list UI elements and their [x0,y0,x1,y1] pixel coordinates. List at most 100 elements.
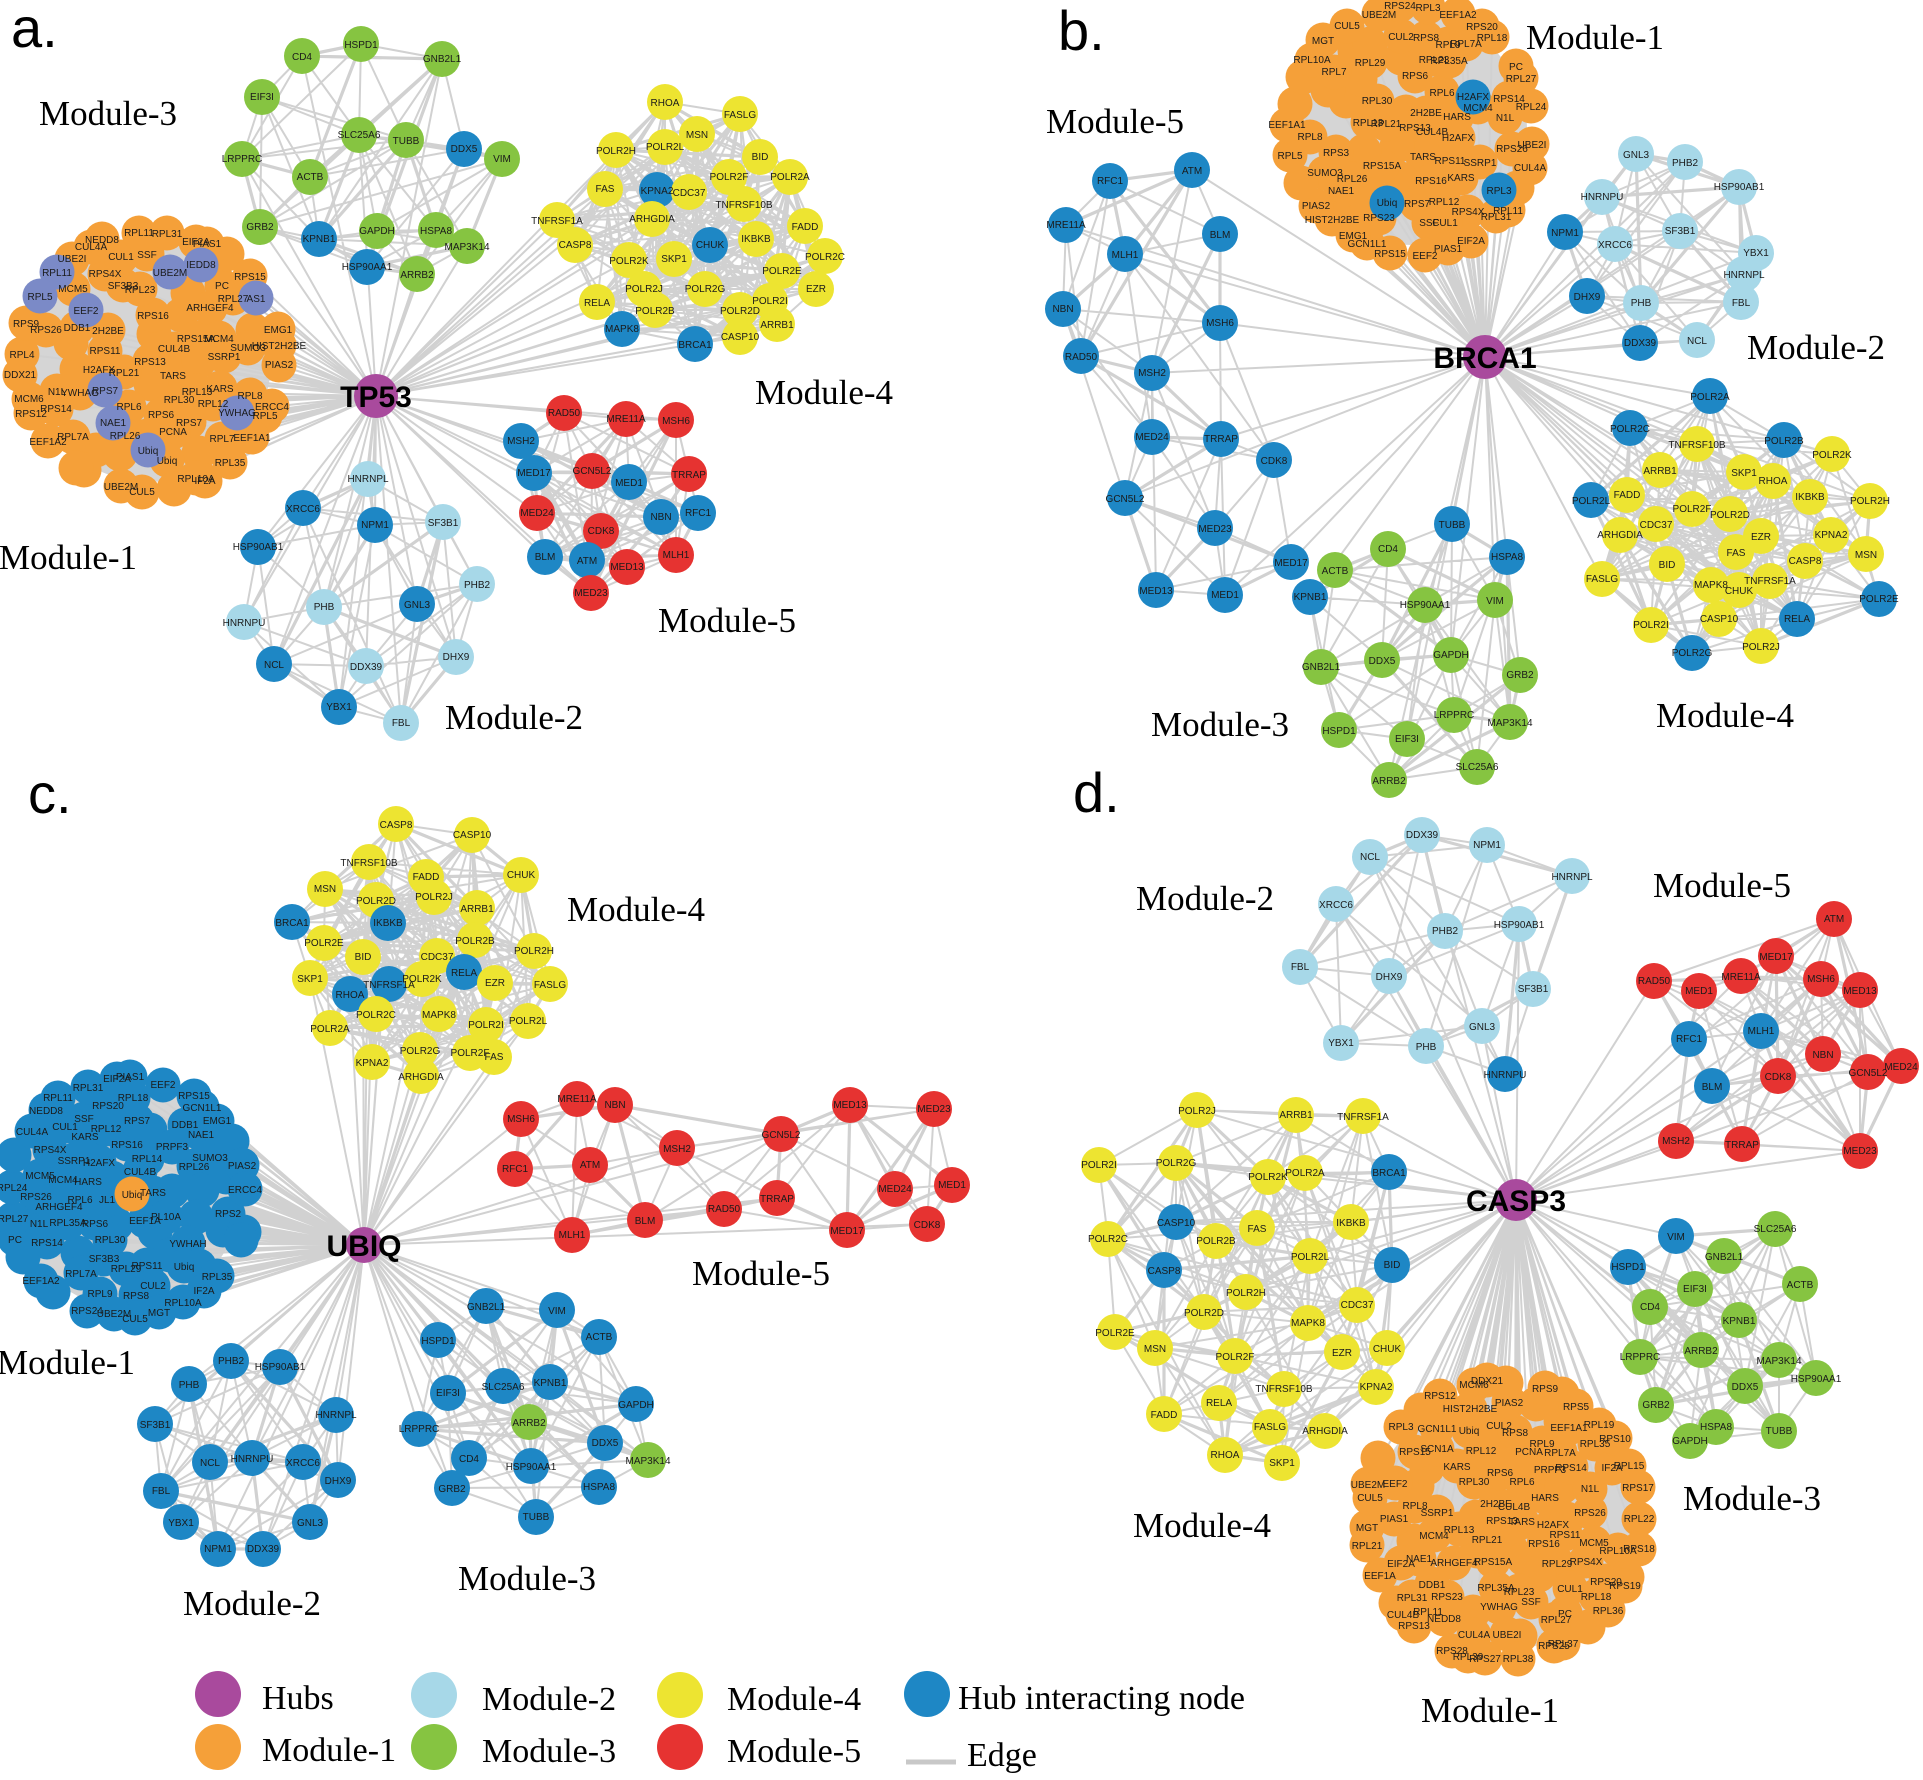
svg-text:DDX5: DDX5 [451,144,478,155]
svg-text:RPL7: RPL7 [209,434,234,445]
svg-text:UBE2I: UBE2I [1493,1630,1522,1641]
svg-text:HSPA8: HSPA8 [420,226,452,237]
svg-text:RELA: RELA [584,298,610,309]
svg-text:CASP10: CASP10 [1700,614,1739,625]
svg-text:RPL35A: RPL35A [49,1218,87,1229]
svg-text:EZR: EZR [485,978,505,989]
svg-text:DHX9: DHX9 [1376,972,1403,983]
svg-text:N1L: N1L [48,387,67,398]
svg-text:EMG1: EMG1 [203,1116,232,1127]
svg-text:MED13: MED13 [833,1100,867,1111]
svg-text:RPS11: RPS11 [1550,1530,1581,1541]
svg-text:RPL21: RPL21 [1472,1535,1503,1546]
svg-text:PHB: PHB [314,602,335,613]
svg-text:SSRP1: SSRP1 [1421,1508,1454,1519]
svg-text:MED1: MED1 [1685,986,1713,997]
svg-text:POLR2B: POLR2B [1764,436,1804,447]
svg-text:MED1: MED1 [1211,590,1239,601]
svg-text:CUL4A: CUL4A [1514,163,1547,174]
svg-text:GCN5L2: GCN5L2 [1106,494,1145,505]
svg-text:EIF3I: EIF3I [1683,1284,1707,1295]
svg-text:CDC37: CDC37 [1640,520,1673,531]
svg-text:HNRNPL: HNRNPL [347,474,389,485]
svg-text:SLC25A6: SLC25A6 [338,130,381,141]
svg-text:Ubiq: Ubiq [1377,198,1398,209]
svg-text:RPS20: RPS20 [92,1101,124,1112]
svg-text:XRCC6: XRCC6 [286,504,320,515]
svg-text:RPL36: RPL36 [1593,1606,1624,1617]
svg-text:POLR2F: POLR2F [451,1048,490,1059]
svg-text:RPL31: RPL31 [152,229,183,240]
svg-text:EEF1A: EEF1A [129,1216,161,1227]
svg-text:RPS26: RPS26 [1574,1508,1606,1519]
svg-text:KPNA2: KPNA2 [1815,530,1848,541]
svg-text:ARHGEF4: ARHGEF4 [186,303,234,314]
svg-text:POLR2C: POLR2C [1088,1234,1128,1245]
svg-text:RPS24: RPS24 [71,1306,103,1317]
svg-text:GCN1L1: GCN1L1 [1348,239,1387,250]
svg-text:Edge: Edge [967,1737,1037,1774]
svg-text:RPS15: RPS15 [1399,1447,1431,1458]
svg-text:AS1: AS1 [247,294,266,305]
svg-text:PIAS2: PIAS2 [1302,201,1331,212]
svg-text:DHX9: DHX9 [325,1476,352,1487]
svg-text:CASP8: CASP8 [559,240,592,251]
svg-text:MCM5: MCM5 [58,284,88,295]
svg-text:BID: BID [355,952,372,963]
svg-text:RPL7A: RPL7A [1544,1448,1576,1459]
svg-text:DDX21: DDX21 [1471,1376,1504,1387]
svg-text:NBN: NBN [1812,1050,1833,1061]
svg-text:RPL29: RPL29 [1542,1559,1573,1570]
svg-text:GAPDH: GAPDH [618,1400,654,1411]
svg-text:FADD: FADD [1614,490,1641,501]
svg-text:RPS16: RPS16 [111,1140,143,1151]
svg-text:RPS15A: RPS15A [1363,161,1402,172]
svg-text:RPS7: RPS7 [176,418,203,429]
svg-text:Ubiq: Ubiq [157,456,178,467]
svg-text:EMG1: EMG1 [264,325,293,336]
svg-text:MLH1: MLH1 [559,1230,586,1241]
svg-text:CDK8: CDK8 [1261,456,1288,467]
svg-text:GCN1L1: GCN1L1 [183,1103,222,1114]
svg-text:EZR: EZR [1751,532,1771,543]
svg-text:RPL29: RPL29 [1355,58,1386,69]
svg-text:XRCC6: XRCC6 [1319,900,1353,911]
svg-text:PIAS1: PIAS1 [1380,1514,1409,1525]
svg-text:BRCA1: BRCA1 [275,918,309,929]
svg-text:HSP90AB1: HSP90AB1 [255,1362,306,1373]
svg-text:POLR2L: POLR2L [1291,1252,1330,1263]
svg-text:CUL4B: CUL4B [124,1167,157,1178]
svg-text:RPS25: RPS25 [1538,1641,1570,1652]
svg-text:CASP8: CASP8 [1148,1266,1181,1277]
svg-text:RHOA: RHOA [1759,476,1788,487]
svg-text:MSN: MSN [686,130,708,141]
svg-text:SSF: SSF [74,1114,93,1125]
svg-text:Module-4: Module-4 [727,1681,861,1718]
svg-text:LRPPRC: LRPPRC [399,1424,440,1435]
svg-text:H2AFX: H2AFX [1442,133,1475,144]
svg-text:RPL9: RPL9 [1435,40,1460,51]
svg-text:RPL35A: RPL35A [1430,56,1468,67]
svg-text:RPS7: RPS7 [92,386,119,397]
svg-text:GRB2: GRB2 [246,222,274,233]
svg-text:POLR2K: POLR2K [609,256,649,267]
svg-text:EEF2: EEF2 [1382,1479,1407,1490]
svg-text:BID: BID [1659,560,1676,571]
svg-text:RFC1: RFC1 [1097,176,1124,187]
svg-text:GRB2: GRB2 [438,1484,466,1495]
svg-text:RPL35: RPL35 [1580,1439,1611,1450]
svg-text:JL1: JL1 [99,1195,116,1206]
svg-text:GAPDH: GAPDH [359,226,395,237]
svg-text:DDB1: DDB1 [1419,1580,1446,1591]
svg-text:RPS15A: RPS15A [1474,1557,1513,1568]
svg-text:UBE2M: UBE2M [153,268,187,279]
svg-text:RPL35: RPL35 [215,458,246,469]
svg-text:POLR2I: POLR2I [1081,1160,1117,1171]
svg-text:RPL4: RPL4 [9,350,34,361]
svg-text:CASP10: CASP10 [453,830,492,841]
svg-text:TRRAP: TRRAP [760,1194,794,1205]
svg-text:PCNA: PCNA [1515,1447,1543,1458]
svg-text:Module-1: Module-1 [0,1343,135,1382]
svg-text:RPL13: RPL13 [1353,118,1384,129]
svg-text:NCL: NCL [1687,336,1707,347]
